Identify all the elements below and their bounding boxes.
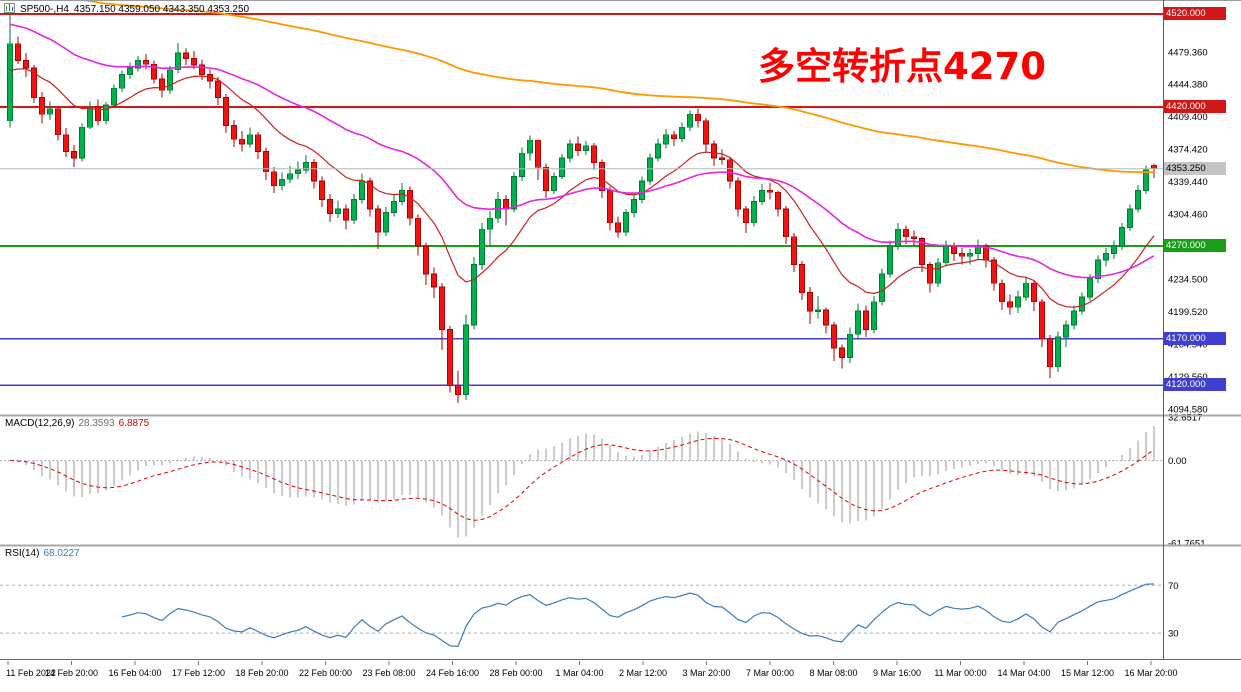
- symbol-timeframe: SP500-,H4: [20, 4, 69, 15]
- svg-text:14 Feb 20:00: 14 Feb 20:00: [45, 668, 98, 678]
- svg-text:-61.7651: -61.7651: [1168, 539, 1206, 550]
- chart-icon: [4, 3, 15, 16]
- svg-text:32.6517: 32.6517: [1168, 413, 1202, 424]
- svg-text:22 Feb 00:00: 22 Feb 00:00: [299, 668, 352, 678]
- macd-name: MACD(12,26,9): [5, 418, 75, 429]
- svg-text:4339.440: 4339.440: [1168, 177, 1208, 188]
- ma-190-line: [76, 0, 1154, 174]
- svg-text:3 Mar 20:00: 3 Mar 20:00: [682, 668, 730, 678]
- ma-14-line: [9, 68, 1155, 308]
- macd-signal-line: [9, 437, 1155, 521]
- svg-text:23 Feb 08:00: 23 Feb 08:00: [362, 668, 415, 678]
- svg-text:14 Mar 04:00: 14 Mar 04:00: [997, 668, 1050, 678]
- macd-value: 28.3593: [78, 418, 115, 429]
- svg-text:4199.520: 4199.520: [1168, 307, 1208, 318]
- svg-text:18 Feb 20:00: 18 Feb 20:00: [235, 668, 288, 678]
- macd-label: MACD(12,26,9) 28.3593 6.8875: [5, 418, 153, 429]
- svg-text:4479.360: 4479.360: [1168, 47, 1208, 58]
- rsi-line: [121, 583, 1155, 648]
- chart-title: SP500-,H4 4357.150 4359.050 4343.350 435…: [4, 3, 249, 16]
- svg-text:4094.580: 4094.580: [1168, 404, 1208, 415]
- svg-text:0.00: 0.00: [1168, 456, 1187, 467]
- svg-text:4374.420: 4374.420: [1168, 145, 1208, 156]
- svg-text:8 Mar 08:00: 8 Mar 08:00: [809, 668, 857, 678]
- svg-text:9 Mar 16:00: 9 Mar 16:00: [873, 668, 921, 678]
- svg-text:16 Mar 20:00: 16 Mar 20:00: [1124, 668, 1177, 678]
- ohlc-values: 4357.150 4359.050 4343.350 4353.250: [73, 4, 250, 15]
- svg-text:4409.400: 4409.400: [1168, 112, 1208, 123]
- annotation-text: 多空转折点4270: [758, 45, 1046, 88]
- horizontal-level-lines: [0, 13, 1164, 387]
- svg-text:4164.540: 4164.540: [1168, 339, 1208, 350]
- rsi-name: RSI(14): [5, 548, 40, 559]
- svg-text:17 Feb 12:00: 17 Feb 12:00: [172, 668, 225, 678]
- svg-text:28 Feb 00:00: 28 Feb 00:00: [489, 668, 542, 678]
- svg-text:1 Mar 04:00: 1 Mar 04:00: [555, 668, 603, 678]
- svg-text:70: 70: [1168, 581, 1179, 592]
- svg-text:15 Mar 12:00: 15 Mar 12:00: [1061, 668, 1114, 678]
- svg-text:30: 30: [1168, 629, 1179, 640]
- price-axis-labels[interactable]: 4479.360 4444.380 4409.400 4374.420 4339.440…: [1168, 47, 1208, 415]
- macd-signal-value: 6.8875: [118, 418, 150, 429]
- svg-text:4304.460: 4304.460: [1168, 210, 1208, 221]
- svg-text:4234.500: 4234.500: [1168, 274, 1208, 285]
- candlesticks: [7, 12, 1157, 403]
- svg-text:2 Mar 12:00: 2 Mar 12:00: [619, 668, 667, 678]
- svg-text:4444.380: 4444.380: [1168, 80, 1208, 91]
- svg-text:7 Mar 00:00: 7 Mar 00:00: [746, 668, 794, 678]
- rsi-label: RSI(14) 68.0227: [5, 548, 84, 559]
- svg-text:11 Mar 00:00: 11 Mar 00:00: [934, 668, 986, 678]
- macd-histogram: [17, 426, 1155, 538]
- ma-40-line: [9, 23, 1155, 279]
- svg-text:16 Feb 04:00: 16 Feb 04:00: [108, 668, 161, 678]
- svg-text:4129.560: 4129.560: [1168, 372, 1208, 383]
- svg-text:4269.480: 4269.480: [1168, 242, 1208, 253]
- svg-text:11 Feb 2022: 11 Feb 2022: [6, 668, 56, 678]
- svg-text:24 Feb 16:00: 24 Feb 16:00: [426, 668, 479, 678]
- rsi-value: 68.0227: [43, 548, 80, 559]
